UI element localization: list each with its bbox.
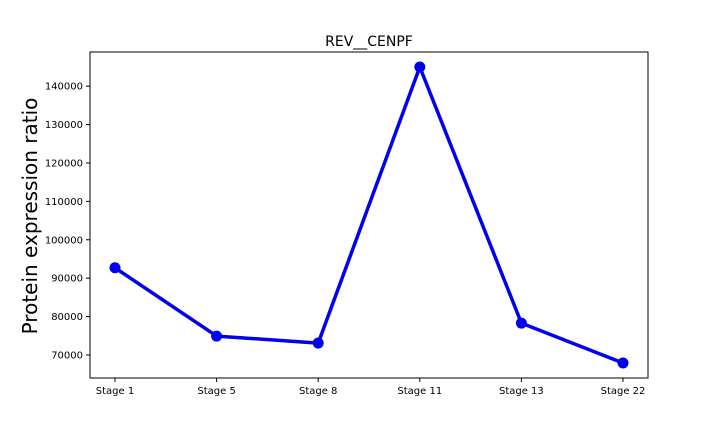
plot-frame — [89, 51, 649, 379]
x-tick-label: Stage 11 — [397, 386, 442, 397]
y-axis-ticks: 70000 80000 90000 100000 110000 120000 130000 1… — [45, 82, 90, 361]
series-line — [114, 65, 624, 365]
data-point — [109, 262, 121, 274]
x-tick-label: Stage 1 — [96, 386, 134, 397]
y-tick-label: 140000 — [45, 82, 83, 93]
y-tick-label: 120000 — [45, 158, 83, 169]
chart-title: REV__CENPF — [325, 34, 413, 50]
x-tick-label: Stage 13 — [499, 386, 544, 397]
x-axis-ticks: Stage 1 Stage 5 Stage 8 Stage 11 Stage 13 Sta… — [96, 378, 646, 397]
x-tick-label: Stage 22 — [601, 386, 646, 397]
data-point — [312, 337, 324, 349]
y-tick-label: 100000 — [45, 235, 83, 246]
y-tick-label: 130000 — [45, 120, 83, 131]
data-point — [211, 330, 223, 342]
x-tick-label: Stage 5 — [197, 386, 235, 397]
y-tick-label: 80000 — [51, 312, 83, 323]
data-point — [617, 357, 629, 369]
x-tick-label: Stage 8 — [299, 386, 337, 397]
data-point — [515, 317, 527, 329]
y-tick-label: 90000 — [51, 274, 83, 285]
series-layer — [109, 61, 629, 369]
y-tick-label: 110000 — [45, 197, 83, 208]
y-axis-label: Protein expression ratio — [18, 98, 42, 335]
y-tick-label: 70000 — [51, 350, 83, 361]
data-point — [414, 61, 426, 73]
